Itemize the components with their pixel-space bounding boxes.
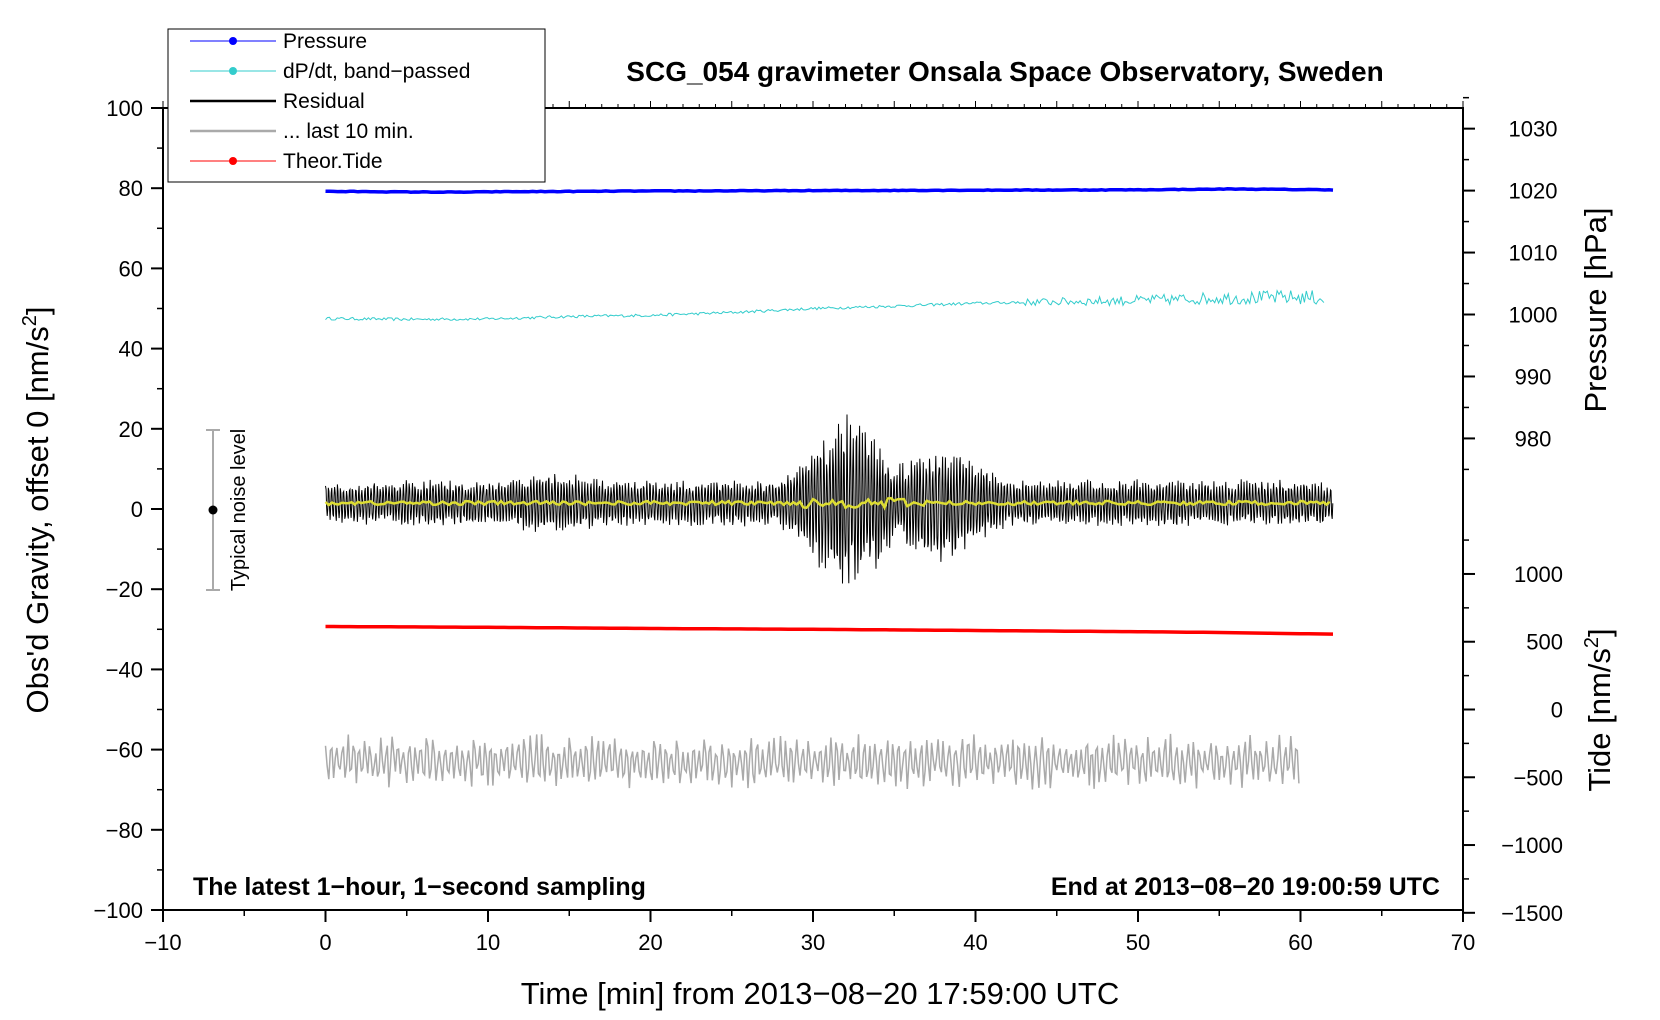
- x-tick-label: 50: [1126, 930, 1150, 955]
- tide-axis-title-end: ]: [1582, 628, 1617, 637]
- x-tick-label: 30: [801, 930, 825, 955]
- series-tide: [325, 624, 1334, 636]
- tide-tick-label: −1500: [1501, 901, 1563, 926]
- data-series: [324, 187, 1334, 790]
- x-tick-label: 10: [476, 930, 500, 955]
- tide-tick-label: 1000: [1514, 562, 1563, 587]
- legend-label: Theor.Tide: [283, 150, 383, 173]
- noise-level-bar: Typical noise level: [206, 429, 250, 591]
- noise-level-label: Typical noise level: [228, 429, 250, 591]
- legend-item: Theor.Tide: [190, 150, 383, 173]
- series-last-10-min: [324, 733, 1300, 790]
- y-tick-label: 100: [106, 96, 143, 121]
- x-tick-label: 60: [1288, 930, 1312, 955]
- y-tick-label: 20: [119, 417, 143, 442]
- series-residual-smoothed: [324, 496, 1331, 511]
- chart-title: SCG_054 gravimeter Onsala Space Observat…: [626, 56, 1383, 87]
- y-tick-label: 0: [131, 497, 143, 522]
- pressure-tick-label: 1000: [1509, 303, 1558, 328]
- tide-tick-label: 500: [1526, 630, 1563, 655]
- y-axis-ticks: 100 80 60 40 20 0 −20 −40 −60 −80 −100: [93, 96, 163, 923]
- x-axis-ticks: −10 0 10 20 30 40 50 60 70: [144, 101, 1475, 955]
- legend-label: Residual: [283, 90, 365, 113]
- tide-tick-label: 0: [1551, 698, 1563, 723]
- y-axis-title-left-sup: 2: [19, 315, 41, 326]
- y-axis-title-left: Obs'd Gravity, offset 0 [nm/s2]: [19, 307, 55, 714]
- x-tick-label: 40: [963, 930, 987, 955]
- y-tick-label: 60: [119, 256, 143, 281]
- x-tick-label: 20: [638, 930, 662, 955]
- tide-axis-title-main: Tide [nm/s: [1582, 648, 1617, 792]
- y-tick-label: −80: [106, 818, 143, 843]
- tide-axis-title-sup: 2: [1581, 637, 1603, 648]
- legend-item: dP/dt, band−passed: [190, 60, 470, 83]
- legend-item: Residual: [190, 90, 365, 113]
- x-tick-label: −10: [144, 930, 181, 955]
- legend-item: ... last 10 min.: [190, 120, 414, 143]
- series-pressure: [325, 187, 1334, 195]
- legend-marker: [229, 67, 237, 75]
- pressure-tick-label: 990: [1515, 364, 1552, 389]
- pressure-tick-label: 1020: [1509, 179, 1558, 204]
- y-axis-title-left-end: ]: [20, 307, 55, 316]
- legend-marker: [229, 37, 237, 45]
- tide-axis-title: Tide [nm/s2]: [1581, 628, 1617, 791]
- y-tick-label: −20: [106, 577, 143, 602]
- legend-marker: [229, 157, 237, 165]
- annotation-end-time: End at 2013−08−20 19:00:59 UTC: [1051, 873, 1440, 901]
- pressure-tick-label: 1030: [1509, 117, 1558, 142]
- pressure-tick-label: 980: [1515, 426, 1552, 451]
- y-tick-label: −100: [93, 898, 143, 923]
- x-tick-label: 70: [1451, 930, 1475, 955]
- y-tick-label: 40: [119, 337, 143, 362]
- legend-label: ... last 10 min.: [283, 120, 414, 143]
- series-dpdt: [325, 289, 1325, 322]
- annotation-sampling: The latest 1−hour, 1−second sampling: [193, 873, 646, 901]
- pressure-tick-label: 1010: [1509, 241, 1558, 266]
- legend-item: Pressure: [190, 30, 367, 53]
- x-axis-title: Time [min] from 2013−08−20 17:59:00 UTC: [521, 976, 1120, 1011]
- legend: Pressure dP/dt, band−passed Residual ... la…: [167, 28, 546, 183]
- x-tick-label: 0: [319, 930, 331, 955]
- legend-label: dP/dt, band−passed: [283, 60, 470, 83]
- y-tick-label: −40: [106, 657, 143, 682]
- legend-label: Pressure: [283, 30, 367, 53]
- pressure-axis-title: Pressure [hPa]: [1578, 207, 1613, 412]
- y-tick-label: −60: [106, 738, 143, 763]
- right-axis-ticks: 1030 1020 1010 1000 990 980 1000 500 0 −500 −1000 −…: [1463, 96, 1563, 926]
- tide-tick-label: −500: [1513, 765, 1563, 790]
- tide-tick-label: −1000: [1501, 833, 1563, 858]
- series-residual: [325, 414, 1334, 584]
- y-tick-label: 80: [119, 176, 143, 201]
- y-axis-title-left-main: Obs'd Gravity, offset 0 [nm/s: [20, 326, 55, 713]
